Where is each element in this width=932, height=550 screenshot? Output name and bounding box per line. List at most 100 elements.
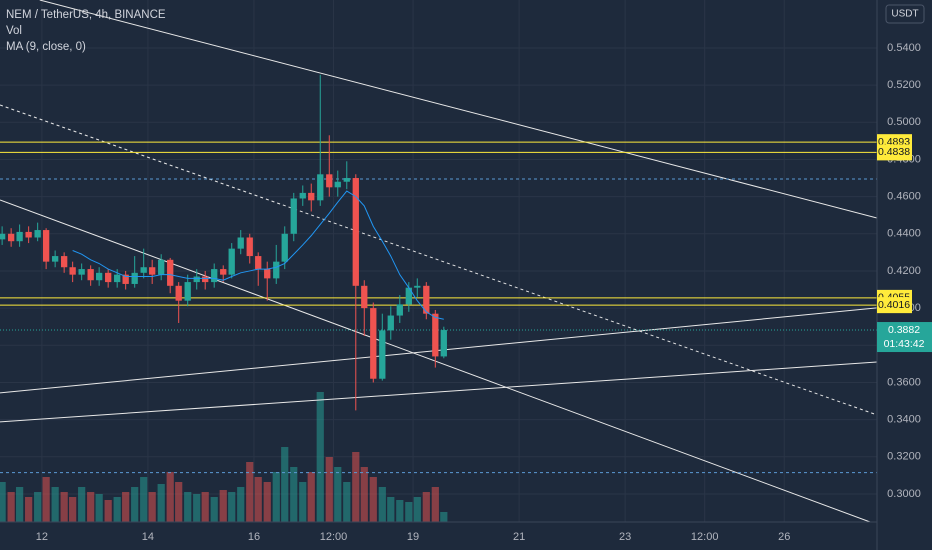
candle-body (105, 272, 112, 283)
candle-body (140, 267, 147, 273)
volume-bar (175, 482, 183, 522)
countdown-label: 01:43:42 (884, 338, 925, 350)
y-tick-label: 0.5200 (887, 79, 921, 91)
currency-box[interactable] (885, 4, 925, 24)
trend-line (0, 104, 877, 416)
volume-bar (193, 494, 201, 522)
candle-body (0, 233, 6, 240)
candle-body (405, 287, 412, 305)
volume-bar (60, 492, 68, 522)
volume-bar (131, 487, 139, 522)
candle-body (78, 269, 85, 275)
candle-body (379, 330, 386, 379)
x-tick-label: 16 (248, 531, 260, 543)
candle-body (51, 256, 59, 262)
candle-body (16, 231, 23, 242)
volume-bar (166, 472, 174, 522)
volume-bar (272, 472, 280, 522)
candle-body (308, 192, 315, 201)
volume-bar (316, 392, 324, 522)
candle-body (273, 261, 280, 279)
volume-bar (87, 492, 95, 522)
volume-layer (0, 392, 448, 522)
candle-body (352, 178, 359, 286)
volume-bar (78, 487, 86, 522)
volume-bar (69, 497, 77, 522)
candle-body (193, 276, 200, 283)
volume-bar (95, 494, 103, 522)
trend-line (0, 307, 877, 394)
x-tick-label: 19 (407, 531, 419, 543)
volume-bar (396, 500, 404, 522)
volume-bar (228, 492, 236, 522)
candle-body (34, 230, 41, 238)
volume-bar (299, 482, 307, 522)
candle-body (69, 267, 76, 275)
volume-bar (378, 487, 386, 522)
ma-label: MA (9, close, 0) (6, 41, 86, 53)
candle-body (61, 256, 68, 268)
x-tick-label: 21 (513, 531, 525, 543)
y-tick-label: 0.3400 (887, 414, 921, 426)
volume-bar (254, 477, 262, 522)
y-tick-label: 0.5000 (887, 116, 921, 128)
candle-body (387, 315, 394, 331)
volume-bar (140, 477, 148, 522)
candle-body (220, 269, 227, 275)
volume-bar (201, 492, 209, 522)
volume-bar (413, 497, 421, 522)
candle-layer (0, 74, 447, 411)
volume-bar (290, 467, 298, 522)
volume-bar (148, 492, 156, 522)
candle-body (334, 181, 341, 188)
y-tick-label: 0.4200 (887, 265, 921, 277)
x-tick-label: 12:00 (691, 531, 719, 543)
x-tick-label: 14 (142, 531, 154, 543)
y-tick-label: 0.4600 (887, 191, 921, 203)
volume-bar (7, 492, 15, 522)
candle-body (149, 267, 156, 275)
candle-body (131, 272, 138, 284)
volume-bar (237, 487, 245, 522)
candle-body (202, 276, 209, 283)
volume-bar (113, 497, 121, 522)
volume-bar (440, 512, 448, 522)
current-price-box (877, 322, 932, 353)
level-label: 0.4016 (878, 299, 910, 311)
volume-bar (352, 452, 360, 522)
volume-bar (334, 467, 342, 522)
level-label-box (877, 297, 912, 314)
candle-body (114, 274, 121, 283)
y-tick-label: 0.5400 (887, 42, 921, 54)
candle-body (440, 330, 447, 357)
candle-body (122, 274, 129, 284)
candle-body (184, 282, 191, 301)
volume-bar (16, 487, 24, 522)
candle-body (343, 178, 350, 182)
candle-body (87, 269, 94, 281)
ma-line (72, 190, 444, 320)
candle-body (211, 269, 218, 283)
candle-body (228, 248, 235, 275)
volume-bar (51, 487, 59, 522)
candle-body (423, 285, 430, 314)
candle-body (158, 259, 165, 275)
volume-bar (307, 472, 315, 522)
volume-bar (246, 462, 254, 522)
candle-body (246, 237, 253, 257)
volume-bar (25, 497, 33, 522)
y-tick-label: 0.3200 (887, 451, 921, 463)
candle-body (299, 192, 306, 199)
volume-bar (0, 482, 6, 522)
level-label: 0.4838 (878, 146, 910, 158)
volume-bar (34, 492, 42, 522)
y-tick-label: 0.3600 (887, 376, 921, 388)
x-tick-label: 12:00 (320, 531, 348, 543)
currency-label[interactable]: USDT (891, 9, 918, 20)
candle-body (237, 237, 244, 249)
volume-bar (157, 484, 165, 522)
candle-body (290, 198, 297, 234)
candle-body (414, 285, 421, 288)
